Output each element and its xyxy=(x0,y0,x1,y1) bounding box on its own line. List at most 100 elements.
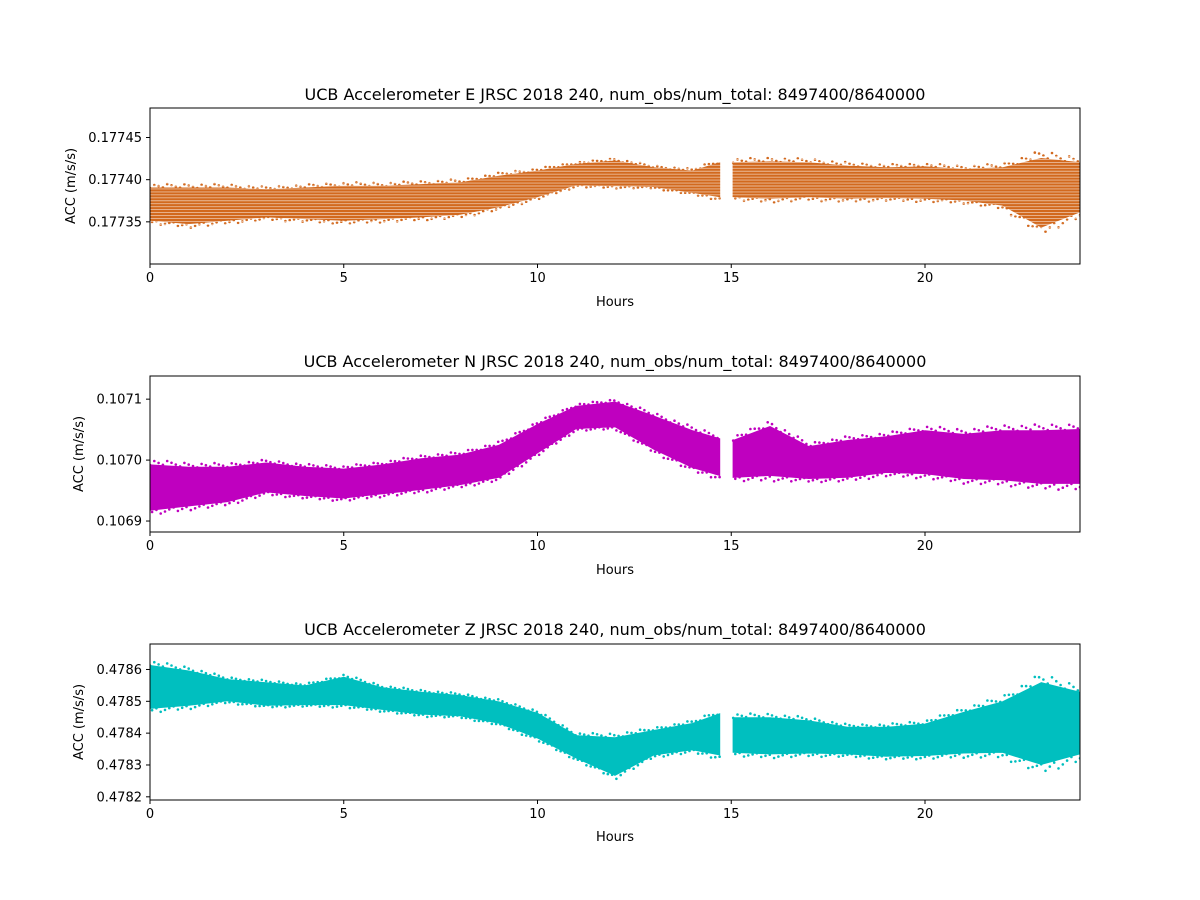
scatter-point xyxy=(294,682,298,685)
scatter-point xyxy=(818,441,821,444)
scatter-point xyxy=(404,490,408,494)
scatter-point xyxy=(481,480,485,483)
scatter-point xyxy=(839,439,843,443)
scatter-point xyxy=(638,728,642,731)
scatter-point xyxy=(503,472,507,475)
scatter-point xyxy=(546,742,549,746)
panel-e-title: UCB Accelerometer E JRSC 2018 240, num_o… xyxy=(305,85,926,105)
scatter-point xyxy=(273,682,277,685)
scatter-point xyxy=(902,475,905,478)
scatter-point xyxy=(161,186,165,189)
scatter-point xyxy=(488,697,491,701)
panel-z-x-tick-label: 10 xyxy=(529,807,546,822)
scatter-point xyxy=(262,704,266,707)
scatter-point xyxy=(196,466,199,469)
scatter-point xyxy=(443,488,446,491)
scatter-point xyxy=(1042,678,1045,681)
scatter-point xyxy=(1011,693,1015,696)
scatter-point xyxy=(383,494,386,498)
scatter-point xyxy=(600,734,603,737)
scatter-point xyxy=(260,458,264,462)
scatter-point xyxy=(785,752,789,756)
scatter-point xyxy=(640,760,644,764)
scatter-point xyxy=(835,438,838,442)
scatter-point xyxy=(325,464,328,467)
scatter-point xyxy=(232,700,236,704)
scatter-point xyxy=(1020,684,1024,688)
scatter-point xyxy=(507,727,511,731)
scatter-point xyxy=(707,431,711,435)
scatter-point xyxy=(327,703,330,707)
scatter-point xyxy=(1014,760,1017,763)
scatter-point xyxy=(709,475,713,479)
scatter-point xyxy=(518,705,521,708)
scatter-point xyxy=(193,224,197,228)
scatter-point xyxy=(325,677,328,681)
panel-n-axes-frame xyxy=(149,375,1081,533)
scatter-point xyxy=(813,717,817,720)
scatter-point xyxy=(290,683,294,687)
panel-z-axes-frame xyxy=(149,643,1081,801)
scatter-point xyxy=(406,457,410,460)
scatter-point xyxy=(180,706,184,710)
scatter-point xyxy=(716,436,719,440)
scatter-point xyxy=(421,488,425,492)
scatter-point xyxy=(824,479,828,483)
scatter-point xyxy=(902,757,905,760)
scatter-point xyxy=(781,753,784,757)
scatter-point xyxy=(947,714,950,717)
panel-z-x-tick-label: 20 xyxy=(917,807,934,822)
scatter-point xyxy=(770,422,774,426)
panel-z-y-tick-label: 0.4786 xyxy=(97,663,143,678)
scatter-point xyxy=(699,431,702,435)
scatter-point xyxy=(828,478,832,481)
scatter-point xyxy=(899,431,903,435)
scatter-point xyxy=(333,677,337,680)
scatter-point xyxy=(992,478,996,481)
scatter-point xyxy=(365,708,369,711)
scatter-point xyxy=(968,709,972,712)
scatter-point xyxy=(449,691,453,694)
scatter-point xyxy=(466,693,470,696)
scatter-point xyxy=(469,481,472,485)
scatter-point xyxy=(1067,682,1071,685)
scatter-point xyxy=(421,713,425,716)
scatter-point xyxy=(398,460,401,463)
scatter-point xyxy=(559,438,562,442)
panel-e-plot: 0 5 10 15 20 0.17735 0.17740 0.17745 xyxy=(88,107,1081,286)
panel-z-plot: 0 5 10 15 20 0.4782 0.4783 0.4784 0.4785 0.4786 xyxy=(97,643,1081,822)
scatter-point xyxy=(871,756,875,759)
scatter-point xyxy=(208,465,212,468)
scatter-point xyxy=(923,474,927,477)
scatter-point xyxy=(376,683,380,687)
panel-e-axes-frame xyxy=(149,107,1081,265)
scatter-point xyxy=(363,464,367,467)
scatter-point xyxy=(232,219,236,222)
scatter-point xyxy=(945,197,948,201)
scatter-point xyxy=(749,156,752,160)
scatter-point xyxy=(251,679,255,682)
scatter-point xyxy=(604,735,607,739)
scatter-point xyxy=(322,497,326,500)
scatter-point xyxy=(953,754,957,758)
scatter-point xyxy=(595,733,599,736)
scatter-point xyxy=(340,497,343,501)
scatter-point xyxy=(615,429,618,432)
scatter-point xyxy=(854,755,858,759)
scatter-point xyxy=(908,427,912,431)
scatter-point xyxy=(447,715,451,718)
scatter-point xyxy=(606,772,610,776)
scatter-point xyxy=(703,429,706,432)
scatter-point xyxy=(537,740,541,743)
scatter-point xyxy=(193,705,197,709)
scatter-point xyxy=(668,726,672,729)
scatter-point xyxy=(770,714,774,717)
scatter-point xyxy=(484,174,487,177)
scatter-point xyxy=(887,165,890,169)
scatter-point xyxy=(908,720,912,724)
scatter-point xyxy=(533,453,537,457)
scatter-point xyxy=(1033,675,1037,679)
scatter-point xyxy=(288,705,292,708)
scatter-point xyxy=(711,434,715,437)
scatter-point xyxy=(245,496,248,500)
